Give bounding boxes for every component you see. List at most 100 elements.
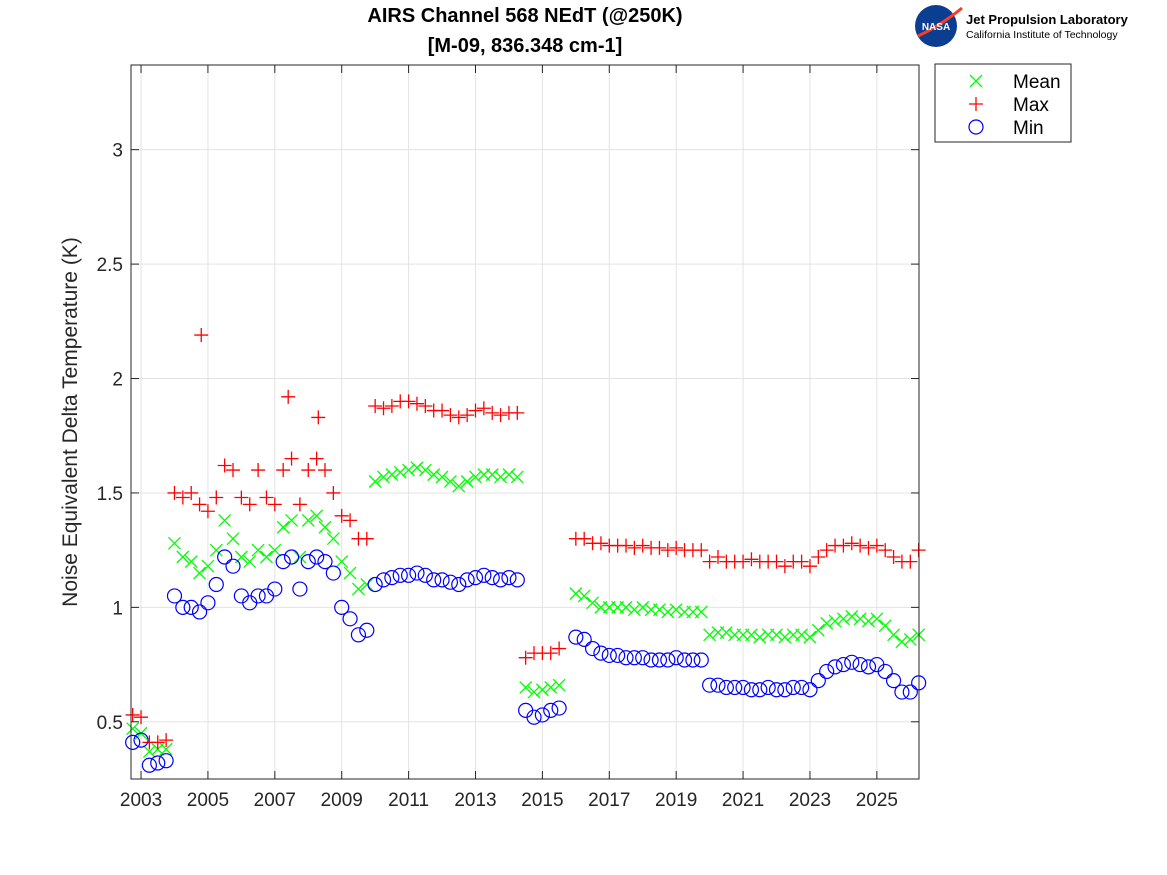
mean-point: [435, 470, 449, 484]
max-point: [886, 550, 901, 565]
y-tick-label: 2.5: [97, 255, 123, 276]
x-tick-label: 2011: [388, 790, 429, 811]
mean-point: [168, 536, 181, 550]
min-point: [158, 753, 174, 769]
min-point: [417, 567, 433, 583]
mean-point: [828, 614, 842, 628]
mean-point: [703, 628, 717, 642]
min-point: [568, 629, 584, 645]
mean-point: [535, 683, 549, 697]
chart-title-line1: AIRS Channel 568 NEdT (@250K): [367, 5, 682, 27]
mean-point: [502, 468, 516, 482]
mean-point: [627, 603, 641, 617]
mean-point: [862, 614, 875, 628]
max-point: [301, 463, 316, 478]
max-point: [267, 497, 282, 512]
max-point: [869, 538, 884, 553]
mean-point: [669, 603, 683, 617]
max-point: [368, 398, 383, 413]
min-point: [342, 611, 358, 627]
mean-point: [895, 635, 909, 649]
min-point: [710, 677, 726, 693]
series-mean: [126, 461, 926, 758]
mean-point: [368, 475, 382, 488]
jpl-subtitle: California Institute of Technology: [966, 29, 1118, 41]
mean-point: [795, 628, 809, 642]
y-axis-label: Noise Equivalent Delta Temperature (K): [59, 237, 82, 607]
min-point: [401, 567, 417, 583]
nasa-logo-text: NASA: [922, 22, 950, 33]
max-point: [150, 735, 165, 750]
max-point: [384, 398, 399, 413]
max-point: [476, 401, 491, 416]
min-point: [768, 682, 785, 698]
max-point: [669, 540, 684, 555]
min-point: [409, 565, 425, 581]
min-point: [434, 572, 450, 588]
mean-point: [494, 470, 508, 484]
y-tick-label: 1: [112, 598, 123, 619]
max-point: [443, 408, 458, 423]
mean-point: [485, 468, 499, 482]
jpl-logo: NASA Jet Propulsion Laboratory Californi…: [915, 5, 1129, 47]
min-point: [802, 682, 818, 698]
mean-point: [870, 612, 884, 626]
max-point: [619, 538, 634, 553]
min-point: [283, 549, 300, 565]
nasa-swoosh-icon: [917, 6, 963, 38]
min-point: [885, 672, 902, 689]
max-point: [660, 543, 675, 558]
mean-point: [285, 513, 299, 527]
mean-point: [301, 513, 315, 527]
mean-point: [159, 742, 173, 756]
mean-point: [410, 461, 424, 475]
max-point: [552, 641, 567, 656]
x-tick-label: 2021: [722, 790, 764, 811]
x-tick-label: 2005: [187, 790, 229, 811]
min-point: [877, 663, 893, 680]
min-point: [175, 599, 191, 615]
max-point: [159, 733, 174, 748]
min-point: [384, 570, 400, 586]
max-point: [234, 490, 249, 505]
y-tick-label: 0.5: [97, 713, 123, 734]
min-point: [292, 581, 308, 597]
max-point: [217, 458, 232, 473]
max-point: [485, 405, 500, 420]
min-point: [350, 627, 367, 643]
mean-point: [360, 578, 374, 591]
max-point: [518, 650, 533, 665]
min-point: [467, 570, 484, 586]
mean-point: [193, 566, 207, 580]
min-point: [894, 684, 910, 700]
max-point: [317, 463, 332, 478]
max-point: [460, 408, 475, 423]
mean-point: [527, 685, 541, 699]
min-point: [835, 656, 852, 673]
mean-point: [469, 470, 482, 484]
min-point: [501, 570, 517, 586]
axis-ticks: [131, 65, 919, 779]
mean-point: [577, 589, 591, 603]
max-point: [627, 540, 642, 555]
y-tick-label: 1.5: [97, 484, 123, 505]
mean-point: [778, 630, 792, 644]
min-point: [492, 572, 509, 588]
max-point: [853, 538, 868, 553]
legend-label-mean: Mean: [1013, 72, 1061, 93]
min-point: [233, 588, 249, 604]
x-tick-label: 2013: [454, 790, 496, 811]
mean-point: [586, 596, 600, 610]
x-tick-label: 2009: [321, 790, 363, 811]
mean-point: [218, 513, 232, 527]
mean-point: [510, 470, 524, 484]
min-point: [635, 650, 651, 666]
max-point: [226, 463, 241, 478]
mean-point: [753, 630, 767, 644]
legend-label-min: Min: [1013, 118, 1044, 139]
legend-box: [934, 63, 1072, 143]
x-tick-label: 2019: [655, 790, 697, 811]
x-tick-label: 2017: [588, 790, 630, 811]
max-point: [184, 485, 199, 500]
